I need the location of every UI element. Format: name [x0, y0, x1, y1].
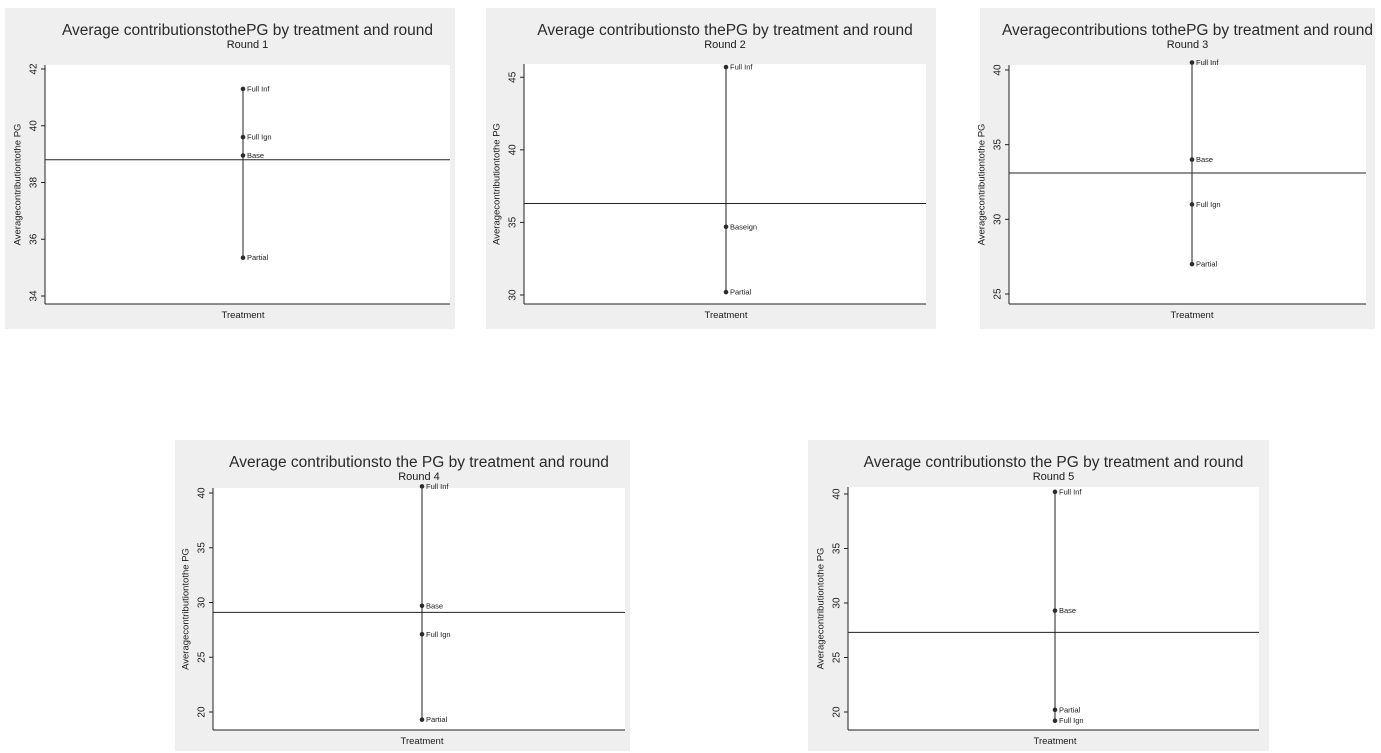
y-axis-label: Averagecontributiontothe PG [13, 124, 24, 246]
point-label: Full Inf [426, 482, 449, 491]
point-label: Full Inf [1059, 487, 1082, 496]
point-label: Partial [1196, 260, 1218, 269]
data-point [1189, 60, 1195, 65]
y-tick-label: 34 [29, 290, 40, 302]
data-point [419, 717, 425, 722]
x-axis-label: Treatment [401, 736, 444, 747]
y-tick-label: 25 [832, 652, 843, 664]
plot-area [848, 487, 1259, 730]
x-axis-label: Treatment [1034, 736, 1077, 747]
chart-svg: Average contributionsto the PG by treatm… [181, 454, 625, 747]
data-point [1189, 157, 1195, 162]
chart-panel-3: Averagecontributions tothePG by treatmen… [977, 8, 1375, 329]
point-label: Partial [426, 715, 448, 724]
y-tick-label: 20 [197, 706, 208, 718]
chart-subtitle: Round 4 [398, 471, 440, 483]
y-tick-label: 30 [993, 213, 1004, 225]
chart-subtitle: Round 3 [1167, 39, 1209, 51]
point-label: Full Inf [247, 84, 270, 93]
y-tick-label: 30 [197, 597, 208, 609]
y-tick-label: 30 [508, 289, 519, 301]
y-tick-label: 25 [197, 651, 208, 663]
data-point [723, 224, 729, 230]
y-tick-label: 40 [508, 144, 519, 156]
y-tick-label: 20 [832, 706, 843, 718]
point-label: Partial [247, 253, 269, 262]
data-point [240, 255, 246, 260]
y-axis-label: Averagecontributiontothe PG [816, 548, 827, 670]
y-tick-label: 40 [29, 120, 40, 132]
data-point [240, 134, 246, 140]
y-tick-label: 40 [832, 488, 843, 500]
plot-area [45, 65, 450, 304]
point-label: Base [426, 601, 443, 610]
chart-panel-1: Average contributionstothePG by treatmen… [5, 8, 455, 329]
x-axis-label: Treatment [222, 310, 265, 321]
y-tick-label: 40 [197, 487, 208, 499]
point-label: Base [247, 151, 264, 160]
chart-panel-5: Average contributionsto the PG by treatm… [808, 440, 1269, 751]
chart-subtitle: Round 1 [227, 39, 269, 51]
chart-panel-4: Average contributionsto the PG by treatm… [175, 440, 630, 751]
point-label: Base [1059, 606, 1076, 615]
y-tick-label: 35 [508, 216, 519, 228]
data-point [723, 289, 729, 295]
y-tick-label: 40 [993, 64, 1004, 76]
chart-title: Averagecontributions tothePG by treatmen… [1002, 22, 1373, 39]
point-label: Base [1196, 155, 1213, 164]
y-tick-label: 25 [993, 288, 1004, 300]
point-label: Full Ign [247, 133, 272, 142]
y-tick-label: 36 [29, 233, 40, 245]
point-label: Partial [1059, 705, 1081, 714]
data-point [1189, 202, 1195, 207]
data-point [1052, 608, 1058, 613]
data-point [1052, 707, 1058, 713]
chart-subtitle: Round 5 [1033, 471, 1075, 483]
point-label: Full Ign [1059, 716, 1084, 725]
y-tick-label: 45 [508, 71, 519, 83]
y-tick-label: 35 [197, 542, 208, 554]
y-tick-label: 42 [29, 63, 40, 75]
y-axis-label: Averagecontributiontothe PG [492, 123, 503, 245]
data-point [419, 631, 425, 637]
chart-svg: Average contributionstothePG by treatmen… [13, 22, 450, 321]
y-tick-label: 38 [29, 177, 40, 189]
point-label: Full Ign [1196, 200, 1221, 209]
point-label: Partial [730, 288, 752, 297]
chart-svg: Average contributionsto the PG by treatm… [816, 454, 1259, 747]
chart-svg: Average contributionsto thePG by treatme… [492, 22, 926, 321]
chart-title: Average contributionsto thePG by treatme… [537, 22, 912, 39]
data-point [419, 484, 425, 489]
data-point [419, 603, 425, 609]
data-point [1052, 489, 1058, 495]
plot-area [213, 488, 625, 730]
chart-panel-2: Average contributionsto thePG by treatme… [486, 8, 936, 329]
point-label: Full Inf [1196, 58, 1219, 67]
y-axis-label: Averagecontributiontothe PG [181, 548, 192, 670]
x-axis-label: Treatment [705, 310, 748, 321]
x-axis-label: Treatment [1171, 310, 1214, 321]
y-tick-label: 35 [993, 139, 1004, 151]
plot-area [524, 64, 926, 304]
plot-area [1009, 65, 1366, 304]
point-label: Baseign [730, 222, 757, 231]
y-tick-label: 30 [832, 597, 843, 609]
chart-title: Average contributionsto the PG by treatm… [229, 454, 609, 471]
y-axis-label: Averagecontributiontothe PG [977, 124, 988, 246]
point-label: Full Inf [730, 63, 753, 72]
y-tick-label: 35 [832, 543, 843, 555]
chart-subtitle: Round 2 [704, 39, 746, 51]
point-label: Full Ign [426, 630, 451, 639]
data-point [1189, 261, 1195, 267]
chart-title: Average contributionstothePG by treatmen… [62, 22, 433, 39]
data-point [723, 64, 729, 70]
chart-title: Average contributionsto the PG by treatm… [864, 454, 1244, 471]
data-point [240, 86, 246, 92]
data-point [240, 153, 246, 158]
chart-svg: Averagecontributions tothePG by treatmen… [977, 22, 1374, 321]
data-point [1052, 718, 1058, 724]
